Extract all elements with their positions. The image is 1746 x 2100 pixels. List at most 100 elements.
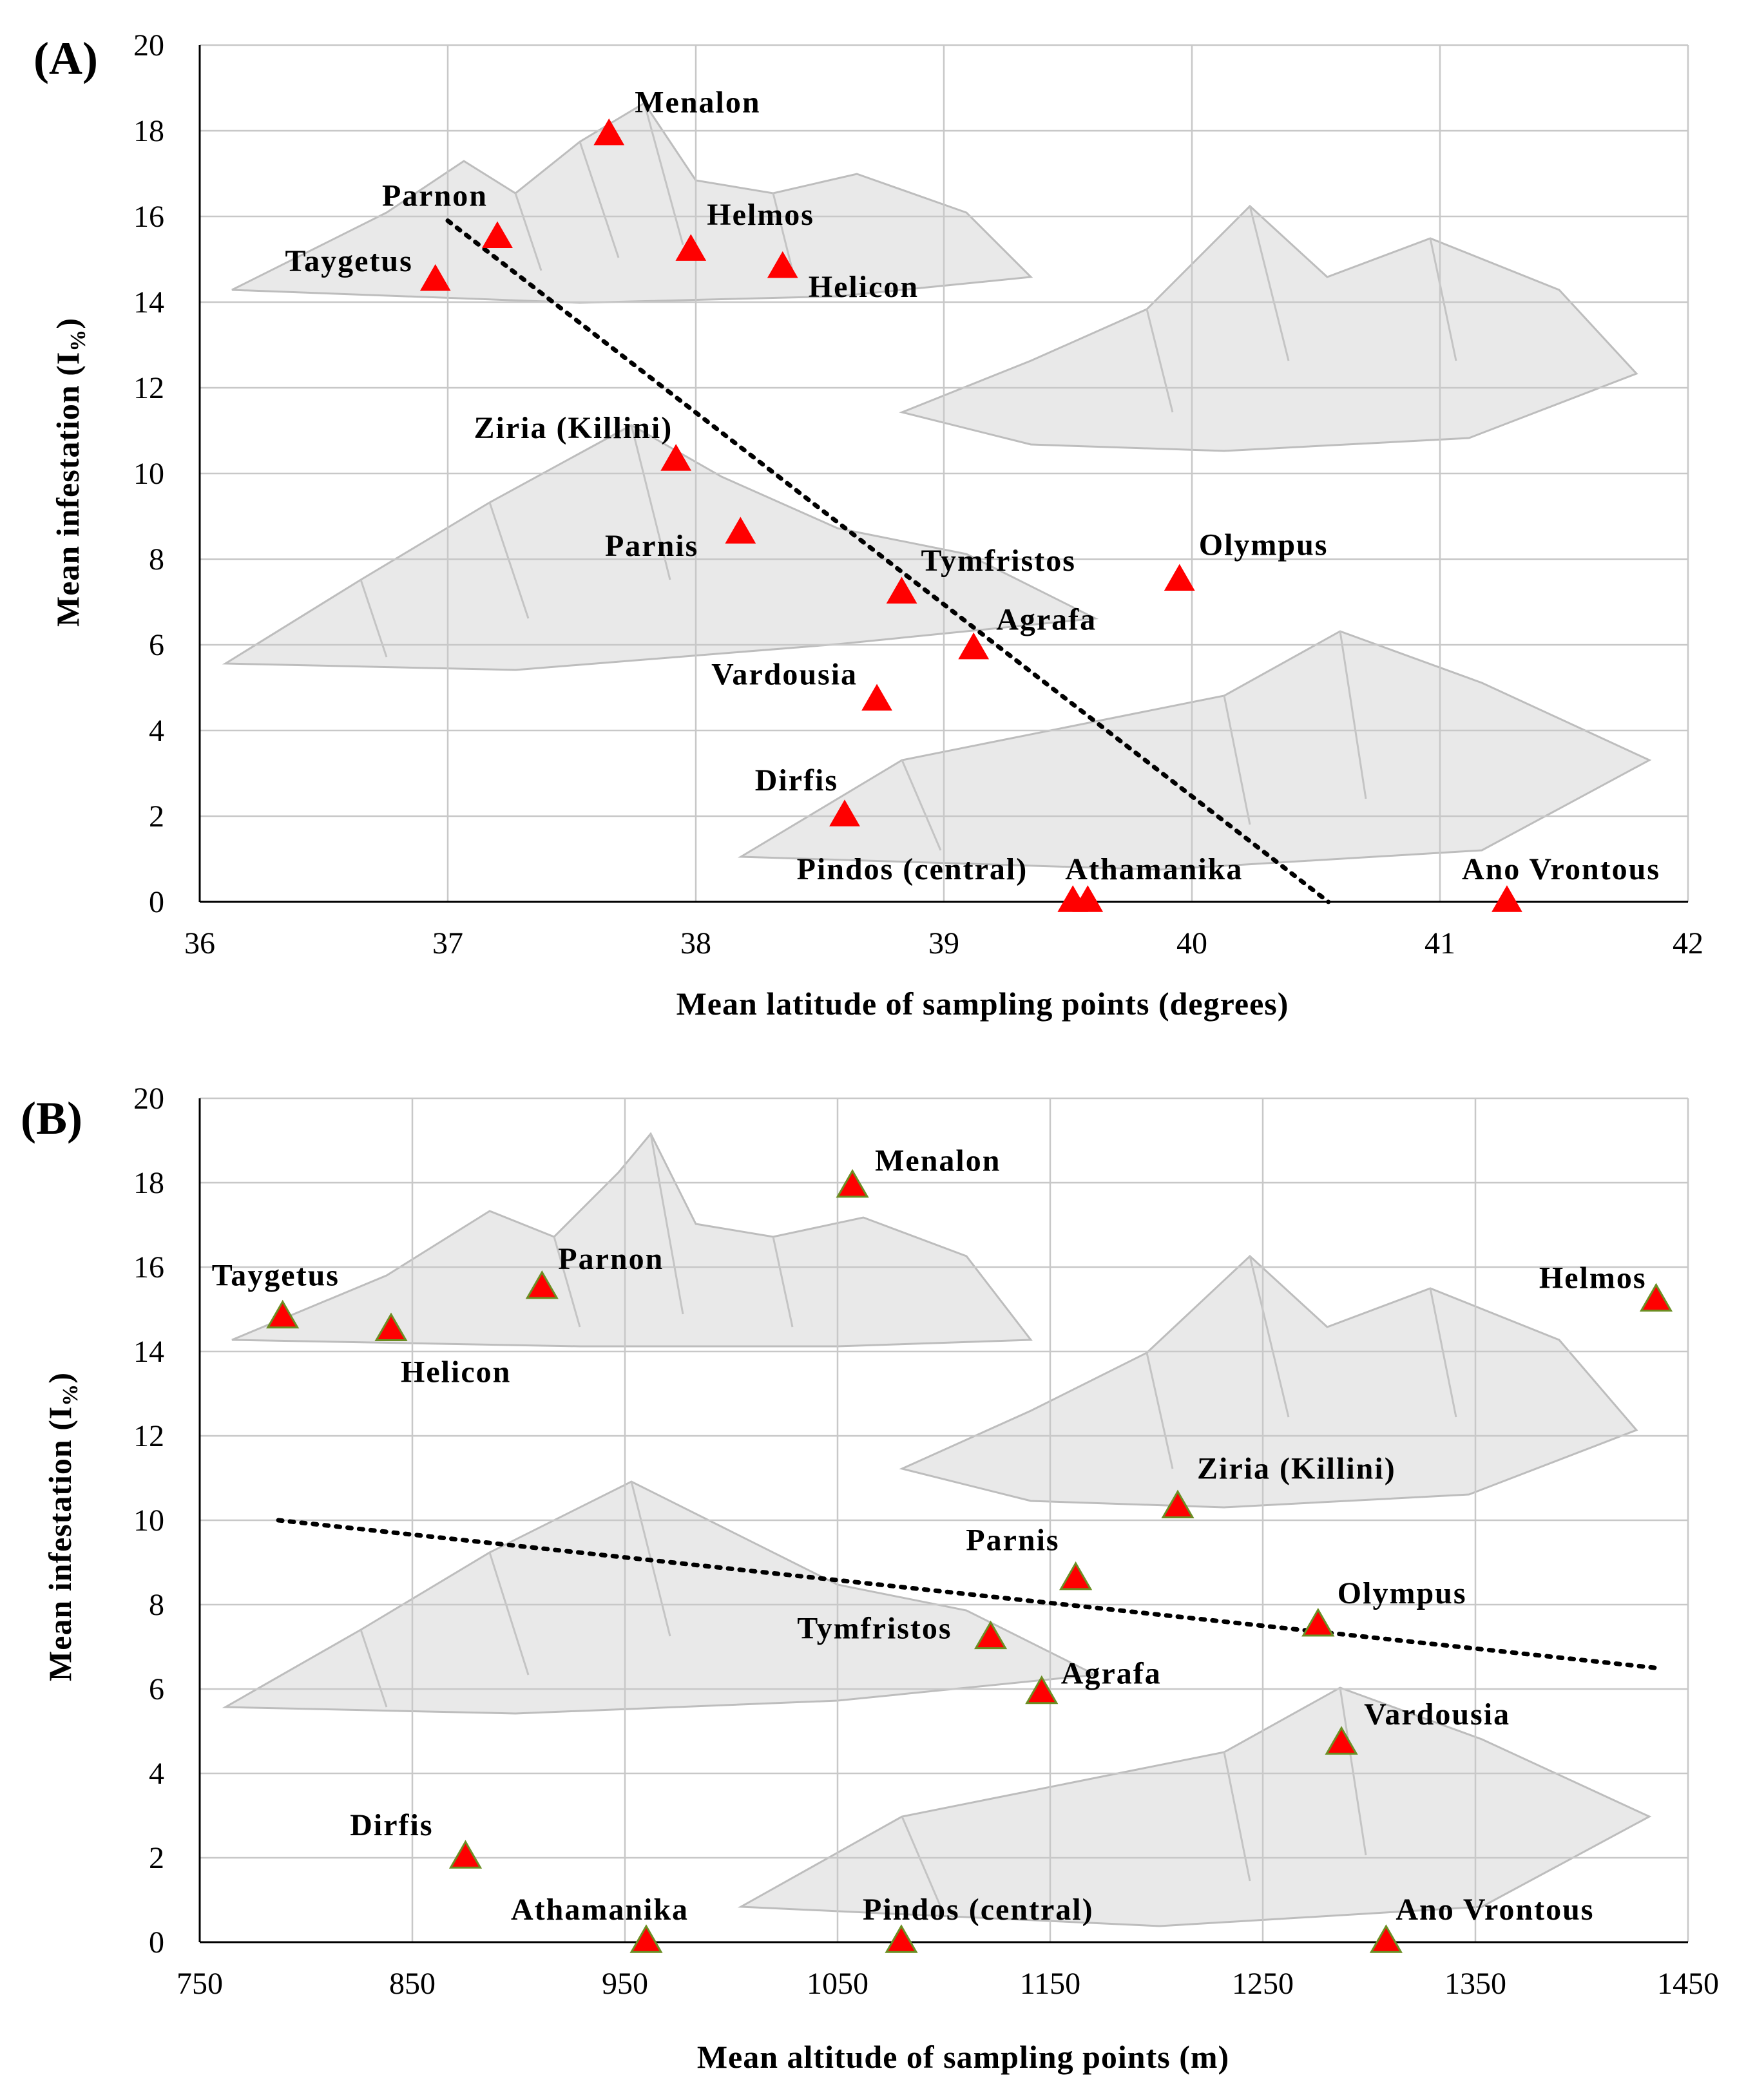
point-label: Ziria (Killini) bbox=[1197, 1451, 1396, 1485]
data-point-ano-vrontous bbox=[1492, 885, 1522, 912]
y-tick-label: 8 bbox=[149, 542, 164, 577]
data-point-ano-vrontous bbox=[1369, 1924, 1403, 1953]
y-tick-label: 18 bbox=[133, 114, 164, 148]
data-point-olympus bbox=[1164, 564, 1195, 591]
data-point-ziria-killini bbox=[1161, 1489, 1194, 1519]
x-axis-title-a: Mean latitude of sampling points (degree… bbox=[676, 986, 1289, 1022]
trendline bbox=[276, 1518, 1658, 1670]
point-label: Parnon bbox=[558, 1242, 664, 1276]
data-point-pindos-central bbox=[885, 1924, 918, 1953]
data-point-taygetus bbox=[266, 1299, 300, 1329]
x-tick-label: 36 bbox=[184, 926, 215, 960]
point-label: Menalon bbox=[875, 1144, 1001, 1178]
y-tick-label: 16 bbox=[133, 200, 164, 234]
data-point-dirfis bbox=[829, 799, 860, 826]
point-label: Athamanika bbox=[1065, 852, 1243, 886]
y-tick-label: 10 bbox=[133, 457, 164, 491]
point-label: Vardousia bbox=[711, 657, 858, 691]
y-tick-label: 4 bbox=[149, 714, 164, 748]
x-tick-label: 1450 bbox=[1657, 1967, 1719, 2001]
grid-a bbox=[200, 44, 1689, 902]
y-tick-label: 0 bbox=[149, 885, 164, 919]
y-axis-title-a: Mean infestation (I%) bbox=[50, 318, 90, 627]
panel-b-chart: 0 2 4 6 8 10 12 14 16 18 20 750 850 950 1050 1150 1250 13… bbox=[21, 1082, 1719, 2075]
point-label: Menalon bbox=[635, 86, 760, 120]
data-point-ziria-killini bbox=[660, 444, 692, 471]
point-label: Agrafa bbox=[996, 603, 1097, 637]
data-point-taygetus bbox=[419, 263, 451, 291]
data-point-helmos bbox=[1639, 1283, 1673, 1312]
data-point-olympus bbox=[1301, 1607, 1335, 1637]
x-tick-label: 38 bbox=[680, 926, 711, 960]
mountain-illustration-b bbox=[222, 1132, 1652, 1927]
point-labels-a: Menalon Parnon Helmos Taygetus Helicon Ziria … bbox=[285, 86, 1660, 886]
trendline-a bbox=[445, 218, 1331, 904]
data-point-tymfristos bbox=[974, 1620, 1008, 1650]
x-tick-label: 37 bbox=[432, 926, 463, 960]
point-label: Tymfristos bbox=[921, 544, 1076, 578]
point-label: Olympus bbox=[1199, 528, 1329, 562]
y-tick-label: 6 bbox=[149, 1672, 164, 1706]
point-label: Vardousia bbox=[1364, 1697, 1510, 1732]
y-tick-label: 14 bbox=[133, 285, 164, 320]
y-tick-label: 6 bbox=[149, 628, 164, 662]
y-tick-label: 20 bbox=[133, 28, 164, 62]
point-label: Helicon bbox=[809, 270, 919, 304]
x-tick-label: 1050 bbox=[807, 1967, 868, 2001]
trendline-b bbox=[276, 1518, 1658, 1670]
x-tick-label: 750 bbox=[177, 1967, 223, 2001]
data-point-parnon bbox=[482, 221, 513, 248]
x-tick-label: 39 bbox=[928, 926, 959, 960]
point-label: Agrafa bbox=[1061, 1657, 1162, 1691]
point-label: Dirfis bbox=[755, 763, 838, 797]
point-label: Parnis bbox=[966, 1523, 1059, 1558]
data-point-vardousia bbox=[861, 683, 892, 711]
data-point-helicon bbox=[767, 251, 798, 278]
x-tick-label: 42 bbox=[1673, 926, 1703, 960]
panel-a-chart: 0 2 4 6 8 10 12 14 16 18 20 36 37 38 39 40 41 42 Menalon P… bbox=[34, 28, 1703, 1022]
y-tick-label: 12 bbox=[133, 371, 164, 405]
y-tick-label: 4 bbox=[149, 1757, 164, 1791]
x-tick-label: 1250 bbox=[1232, 1967, 1294, 2001]
point-label: Helmos bbox=[1539, 1261, 1647, 1295]
data-point-agrafa bbox=[958, 632, 990, 660]
y-tick-label: 14 bbox=[133, 1335, 164, 1369]
y-tick-label: 8 bbox=[149, 1588, 164, 1622]
x-tick-label: 1150 bbox=[1020, 1967, 1080, 2001]
x-tick-label: 1350 bbox=[1444, 1967, 1506, 2001]
y-axis-title-b: Mean infestation (I%) bbox=[42, 1372, 82, 1681]
point-label: Pindos (central) bbox=[863, 1893, 1094, 1927]
point-label: Dirfis bbox=[350, 1808, 433, 1842]
data-point-dirfis bbox=[448, 1840, 483, 1869]
x-axis-title-b: Mean altitude of sampling points (m) bbox=[697, 2039, 1229, 2075]
y-tick-label: 2 bbox=[149, 1841, 164, 1875]
data-point-helicon bbox=[374, 1312, 408, 1341]
point-label: Ano Vrontous bbox=[1462, 852, 1660, 886]
x-tick-label: 950 bbox=[602, 1967, 648, 2001]
point-label: Tymfristos bbox=[797, 1611, 952, 1645]
data-points-a bbox=[419, 118, 1522, 912]
x-tick-label: 850 bbox=[389, 1967, 436, 2001]
point-label: Ano Vrontous bbox=[1396, 1893, 1594, 1927]
point-labels-b: Menalon Taygetus Helicon Parnon Helmos Ziria … bbox=[212, 1144, 1647, 1927]
point-label: Taygetus bbox=[285, 244, 412, 278]
panel-label-b: (B) bbox=[21, 1093, 82, 1144]
data-point-parnis bbox=[725, 517, 756, 544]
point-label: Helmos bbox=[707, 198, 814, 232]
point-label: Parnon bbox=[382, 178, 488, 213]
point-label: Pindos (central) bbox=[797, 852, 1028, 886]
point-label: Helicon bbox=[401, 1355, 511, 1389]
data-point-vardousia bbox=[1325, 1726, 1358, 1755]
y-tick-label: 12 bbox=[133, 1419, 164, 1453]
y-tick-label: 10 bbox=[133, 1503, 164, 1538]
y-tick-label: 16 bbox=[133, 1250, 164, 1284]
axes-a: 0 2 4 6 8 10 12 14 16 18 20 36 37 38 39 40 41 42 bbox=[133, 28, 1703, 960]
y-tick-label: 0 bbox=[149, 1925, 164, 1960]
mountain-illustration-a bbox=[222, 101, 1652, 871]
point-label: Parnis bbox=[605, 529, 698, 563]
y-tick-label: 18 bbox=[133, 1166, 164, 1200]
point-label: Ziria (Killini) bbox=[474, 411, 673, 445]
point-label: Olympus bbox=[1338, 1576, 1467, 1610]
data-point-menalon bbox=[593, 118, 625, 146]
